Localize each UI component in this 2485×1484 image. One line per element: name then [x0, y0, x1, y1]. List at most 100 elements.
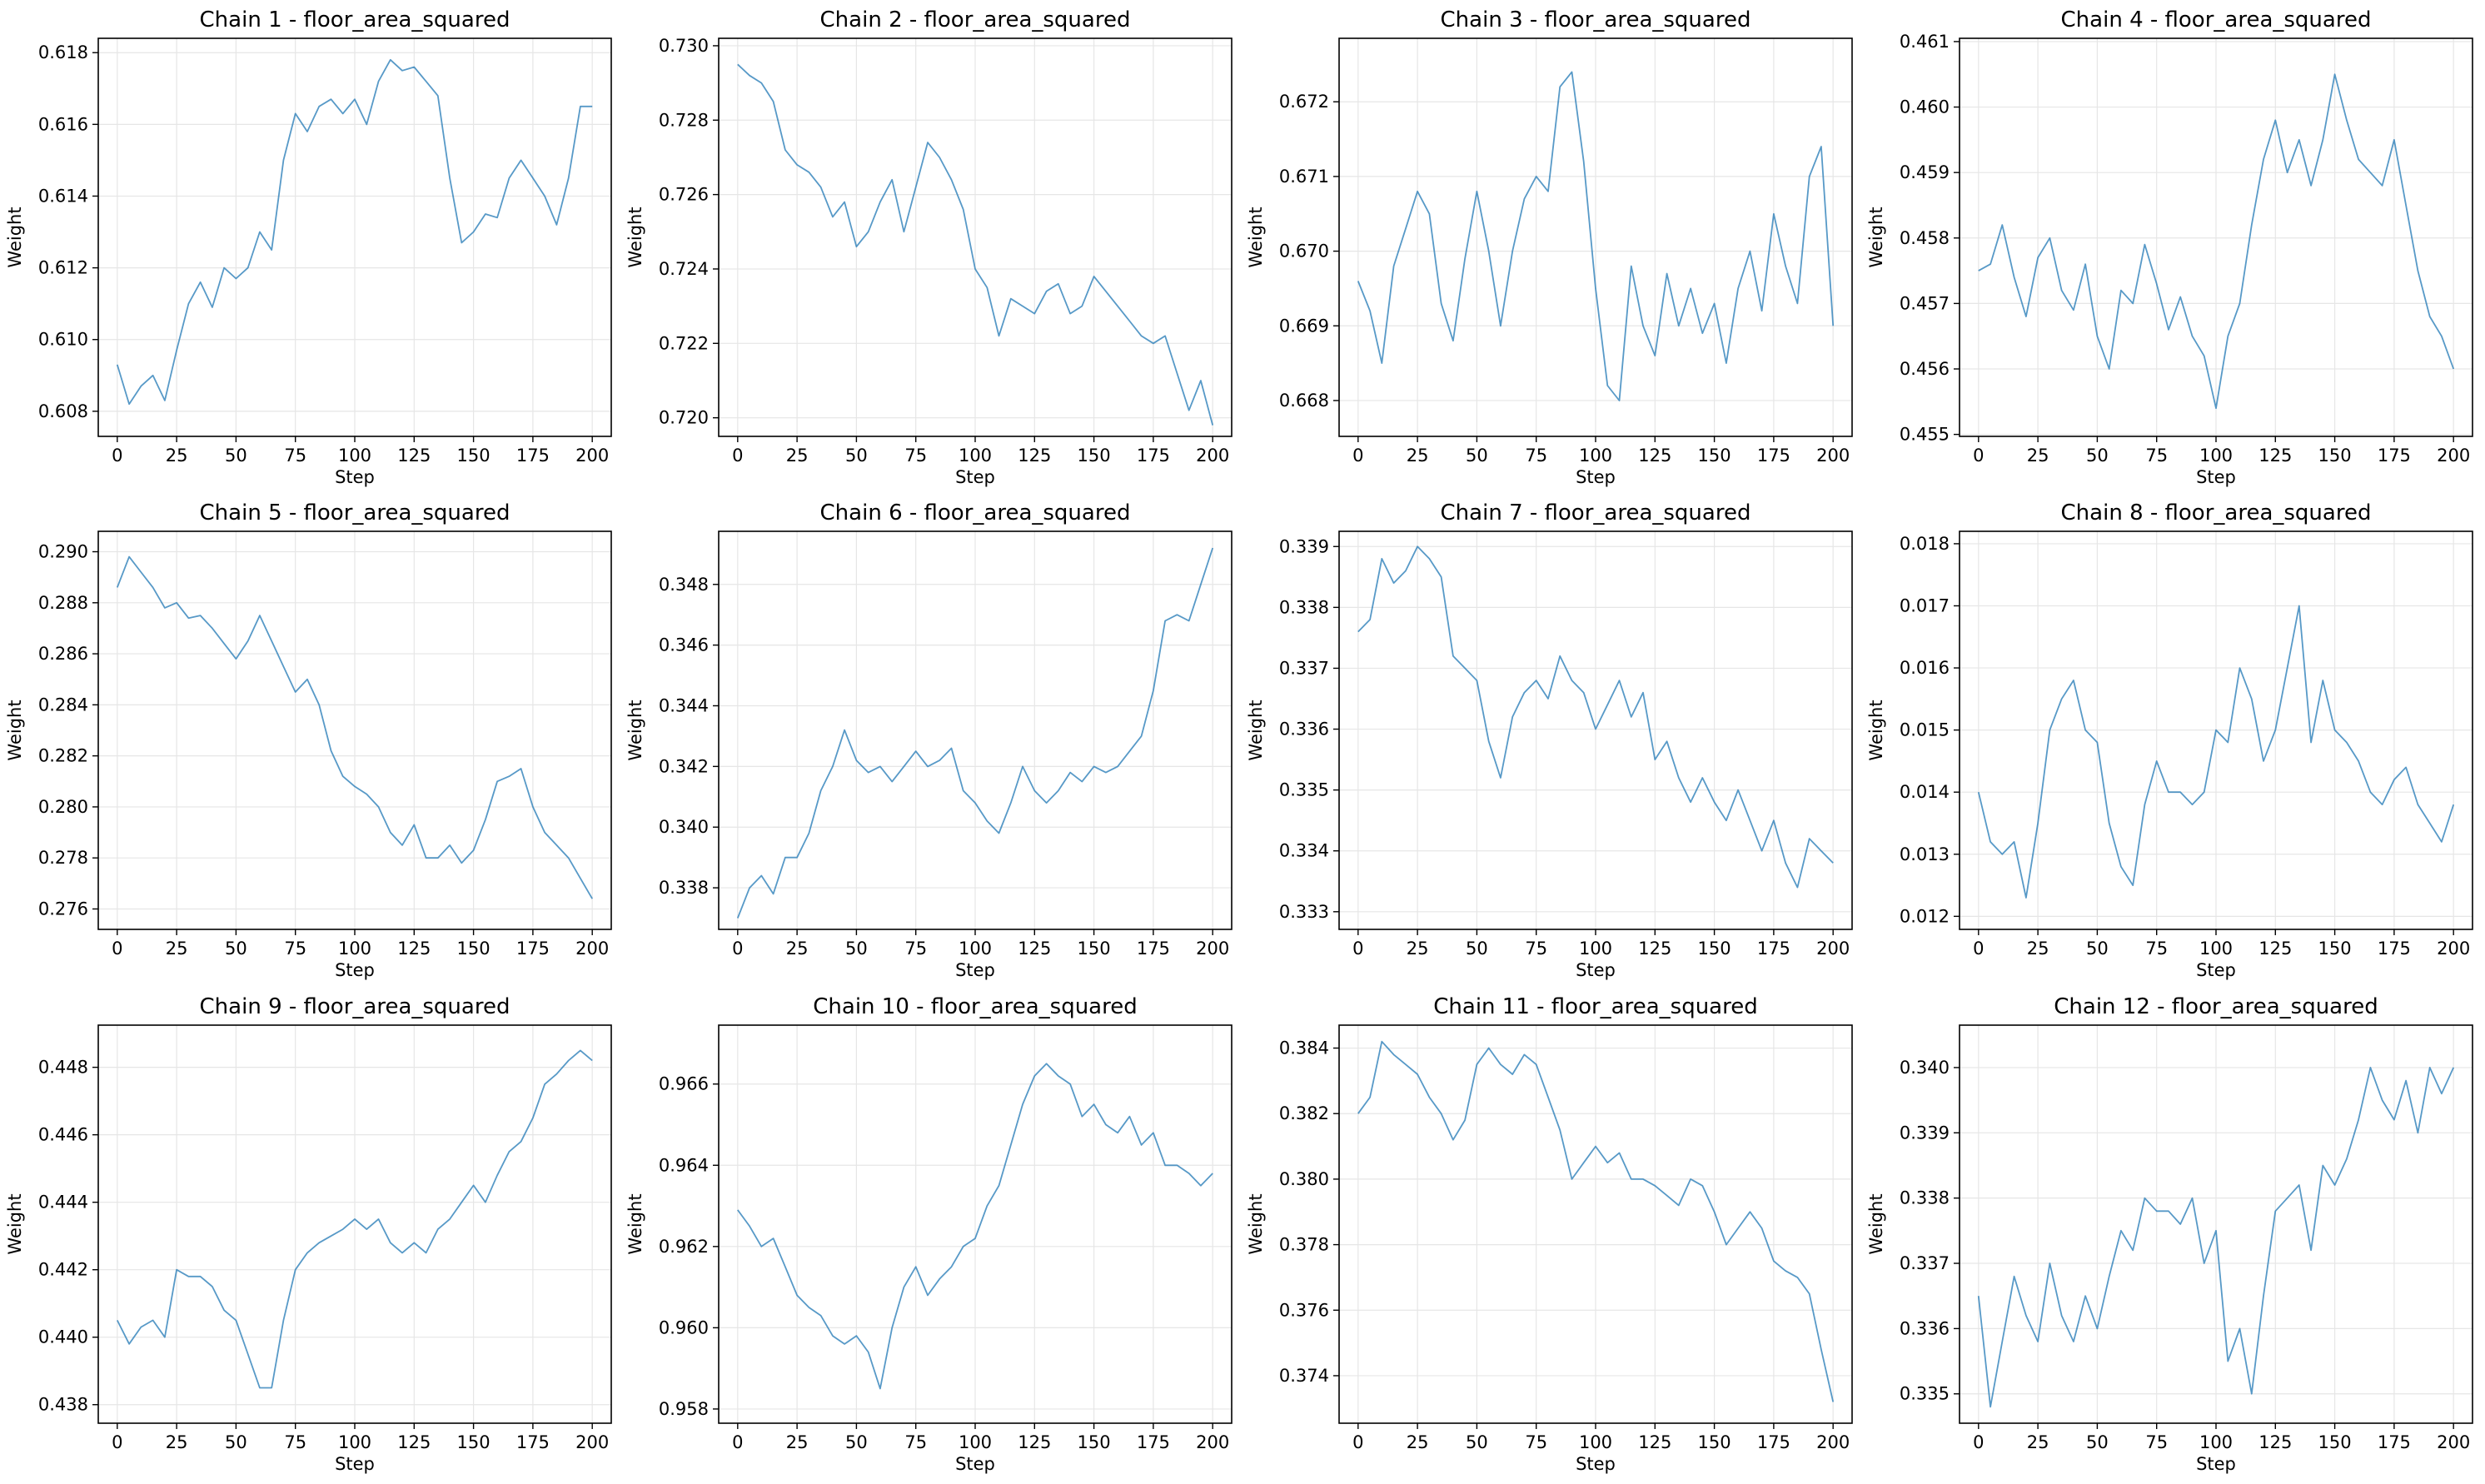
y-tick-label: 0.276: [38, 899, 88, 919]
x-tick-label: 100: [959, 939, 992, 959]
y-tick-label: 0.336: [1900, 1318, 1950, 1338]
x-tick-label: 175: [516, 939, 550, 959]
x-tick-label: 175: [1137, 939, 1170, 959]
chart-title: Chain 12 - floor_area_squared: [2054, 994, 2378, 1019]
y-tick-label: 0.962: [659, 1237, 709, 1257]
x-tick-label: 125: [1638, 939, 1671, 959]
y-tick-label: 0.618: [38, 42, 88, 62]
x-tick-label: 75: [2145, 446, 2168, 466]
y-tick-label: 0.964: [659, 1155, 709, 1175]
x-tick-label: 50: [2086, 939, 2109, 959]
x-tick-label: 150: [2318, 939, 2352, 959]
chart-title: Chain 2 - floor_area_squared: [820, 7, 1131, 32]
x-tick-label: 150: [457, 939, 491, 959]
series-line: [116, 1049, 593, 1389]
chart-title: Chain 4 - floor_area_squared: [2061, 7, 2372, 32]
chart-panel-1: Chain 1 - floor_area_squared 0 25 50 75 100 12…: [5, 7, 612, 487]
y-tick-label: 0.455: [1900, 425, 1950, 445]
y-tick-label: 0.374: [1279, 1366, 1329, 1386]
y-tick-label: 0.966: [659, 1074, 709, 1094]
chart-title: Chain 8 - floor_area_squared: [2061, 500, 2372, 525]
x-tick-label: 75: [284, 939, 306, 959]
y-tick-label: 0.456: [1900, 359, 1950, 379]
y-axis-label: Weight: [625, 700, 645, 760]
x-tick-label: 50: [225, 1432, 247, 1452]
y-tick-label: 0.284: [38, 695, 88, 715]
chart-panel-4: Chain 4 - floor_area_squared 0 25 50 75 100 12…: [1866, 7, 2473, 487]
x-tick-label: 25: [166, 446, 188, 466]
y-tick-label: 0.608: [38, 401, 88, 421]
x-tick-label: 175: [516, 446, 550, 466]
x-tick-label: 50: [845, 1432, 868, 1452]
y-tick-label: 0.670: [1279, 242, 1329, 261]
x-tick-label: 125: [397, 446, 431, 466]
y-axis-label: Weight: [625, 207, 645, 267]
y-tick-label: 0.446: [38, 1125, 88, 1145]
chart-panel-11: Chain 11 - floor_area_squared 0 25 50 75 100 1…: [1246, 994, 1853, 1474]
y-tick-label: 0.378: [1279, 1235, 1329, 1255]
y-axis-label: Weight: [1246, 1193, 1266, 1254]
y-tick-label: 0.340: [659, 817, 709, 837]
y-axis-label: Weight: [5, 1193, 25, 1254]
x-tick-label: 75: [904, 446, 927, 466]
y-tick-label: 0.726: [659, 185, 709, 205]
y-tick-label: 0.610: [38, 330, 88, 350]
x-tick-label: 175: [2378, 446, 2411, 466]
x-tick-label: 125: [1018, 446, 1051, 466]
x-tick-label: 50: [1466, 446, 1488, 466]
x-tick-label: 75: [1525, 939, 1547, 959]
x-tick-label: 75: [2145, 939, 2168, 959]
x-tick-label: 25: [1407, 1432, 1429, 1452]
series-line: [116, 58, 593, 406]
y-axis-label: Weight: [1246, 207, 1266, 267]
y-tick-label: 0.337: [1279, 658, 1329, 678]
y-axis-label: Weight: [1866, 700, 1886, 760]
x-tick-label: 175: [2378, 1432, 2411, 1452]
y-tick-label: 0.346: [659, 635, 709, 655]
x-tick-label: 50: [225, 446, 247, 466]
chart-panel-8: Chain 8 - floor_area_squared 0 25 50 75 100 12…: [1866, 500, 2473, 980]
x-tick-label: 100: [2199, 446, 2233, 466]
x-tick-label: 200: [575, 1432, 609, 1452]
x-tick-label: 75: [284, 446, 306, 466]
x-axis-label: Step: [335, 1454, 375, 1474]
chart-title: Chain 11 - floor_area_squared: [1433, 994, 1757, 1019]
y-tick-label: 0.012: [1900, 906, 1950, 926]
x-axis-label: Step: [1576, 467, 1616, 487]
y-tick-label: 0.015: [1900, 720, 1950, 740]
x-tick-label: 200: [1816, 446, 1850, 466]
y-axis-label: Weight: [625, 1193, 645, 1254]
x-tick-label: 75: [1525, 446, 1547, 466]
y-tick-label: 0.616: [38, 114, 88, 134]
x-tick-label: 175: [1137, 1432, 1170, 1452]
y-axis-label: Weight: [1866, 207, 1886, 267]
x-axis-label: Step: [955, 960, 995, 980]
x-tick-label: 0: [112, 939, 122, 959]
y-tick-label: 0.440: [38, 1327, 88, 1347]
y-tick-label: 0.438: [38, 1395, 88, 1415]
x-tick-label: 75: [904, 939, 927, 959]
x-tick-label: 25: [2027, 446, 2049, 466]
y-tick-label: 0.280: [38, 797, 88, 817]
x-tick-label: 0: [732, 939, 743, 959]
x-tick-label: 175: [1757, 446, 1790, 466]
series-line: [1357, 1040, 1835, 1402]
x-tick-label: 150: [1078, 1432, 1111, 1452]
x-tick-label: 0: [1352, 446, 1363, 466]
x-axis-label: Step: [335, 960, 375, 980]
x-tick-label: 50: [845, 939, 868, 959]
x-tick-label: 25: [2027, 1432, 2049, 1452]
x-tick-label: 100: [2199, 939, 2233, 959]
x-tick-label: 25: [166, 1432, 188, 1452]
y-tick-label: 0.286: [38, 644, 88, 664]
y-tick-label: 0.376: [1279, 1300, 1329, 1320]
x-tick-label: 125: [1018, 939, 1051, 959]
y-tick-label: 0.460: [1900, 97, 1950, 117]
series-line: [1357, 545, 1834, 889]
x-tick-label: 75: [1525, 1432, 1547, 1452]
y-tick-label: 0.334: [1279, 841, 1329, 861]
x-tick-label: 100: [338, 446, 371, 466]
x-tick-label: 0: [1352, 939, 1363, 959]
y-tick-label: 0.344: [659, 695, 709, 715]
y-tick-label: 0.668: [1279, 391, 1329, 411]
